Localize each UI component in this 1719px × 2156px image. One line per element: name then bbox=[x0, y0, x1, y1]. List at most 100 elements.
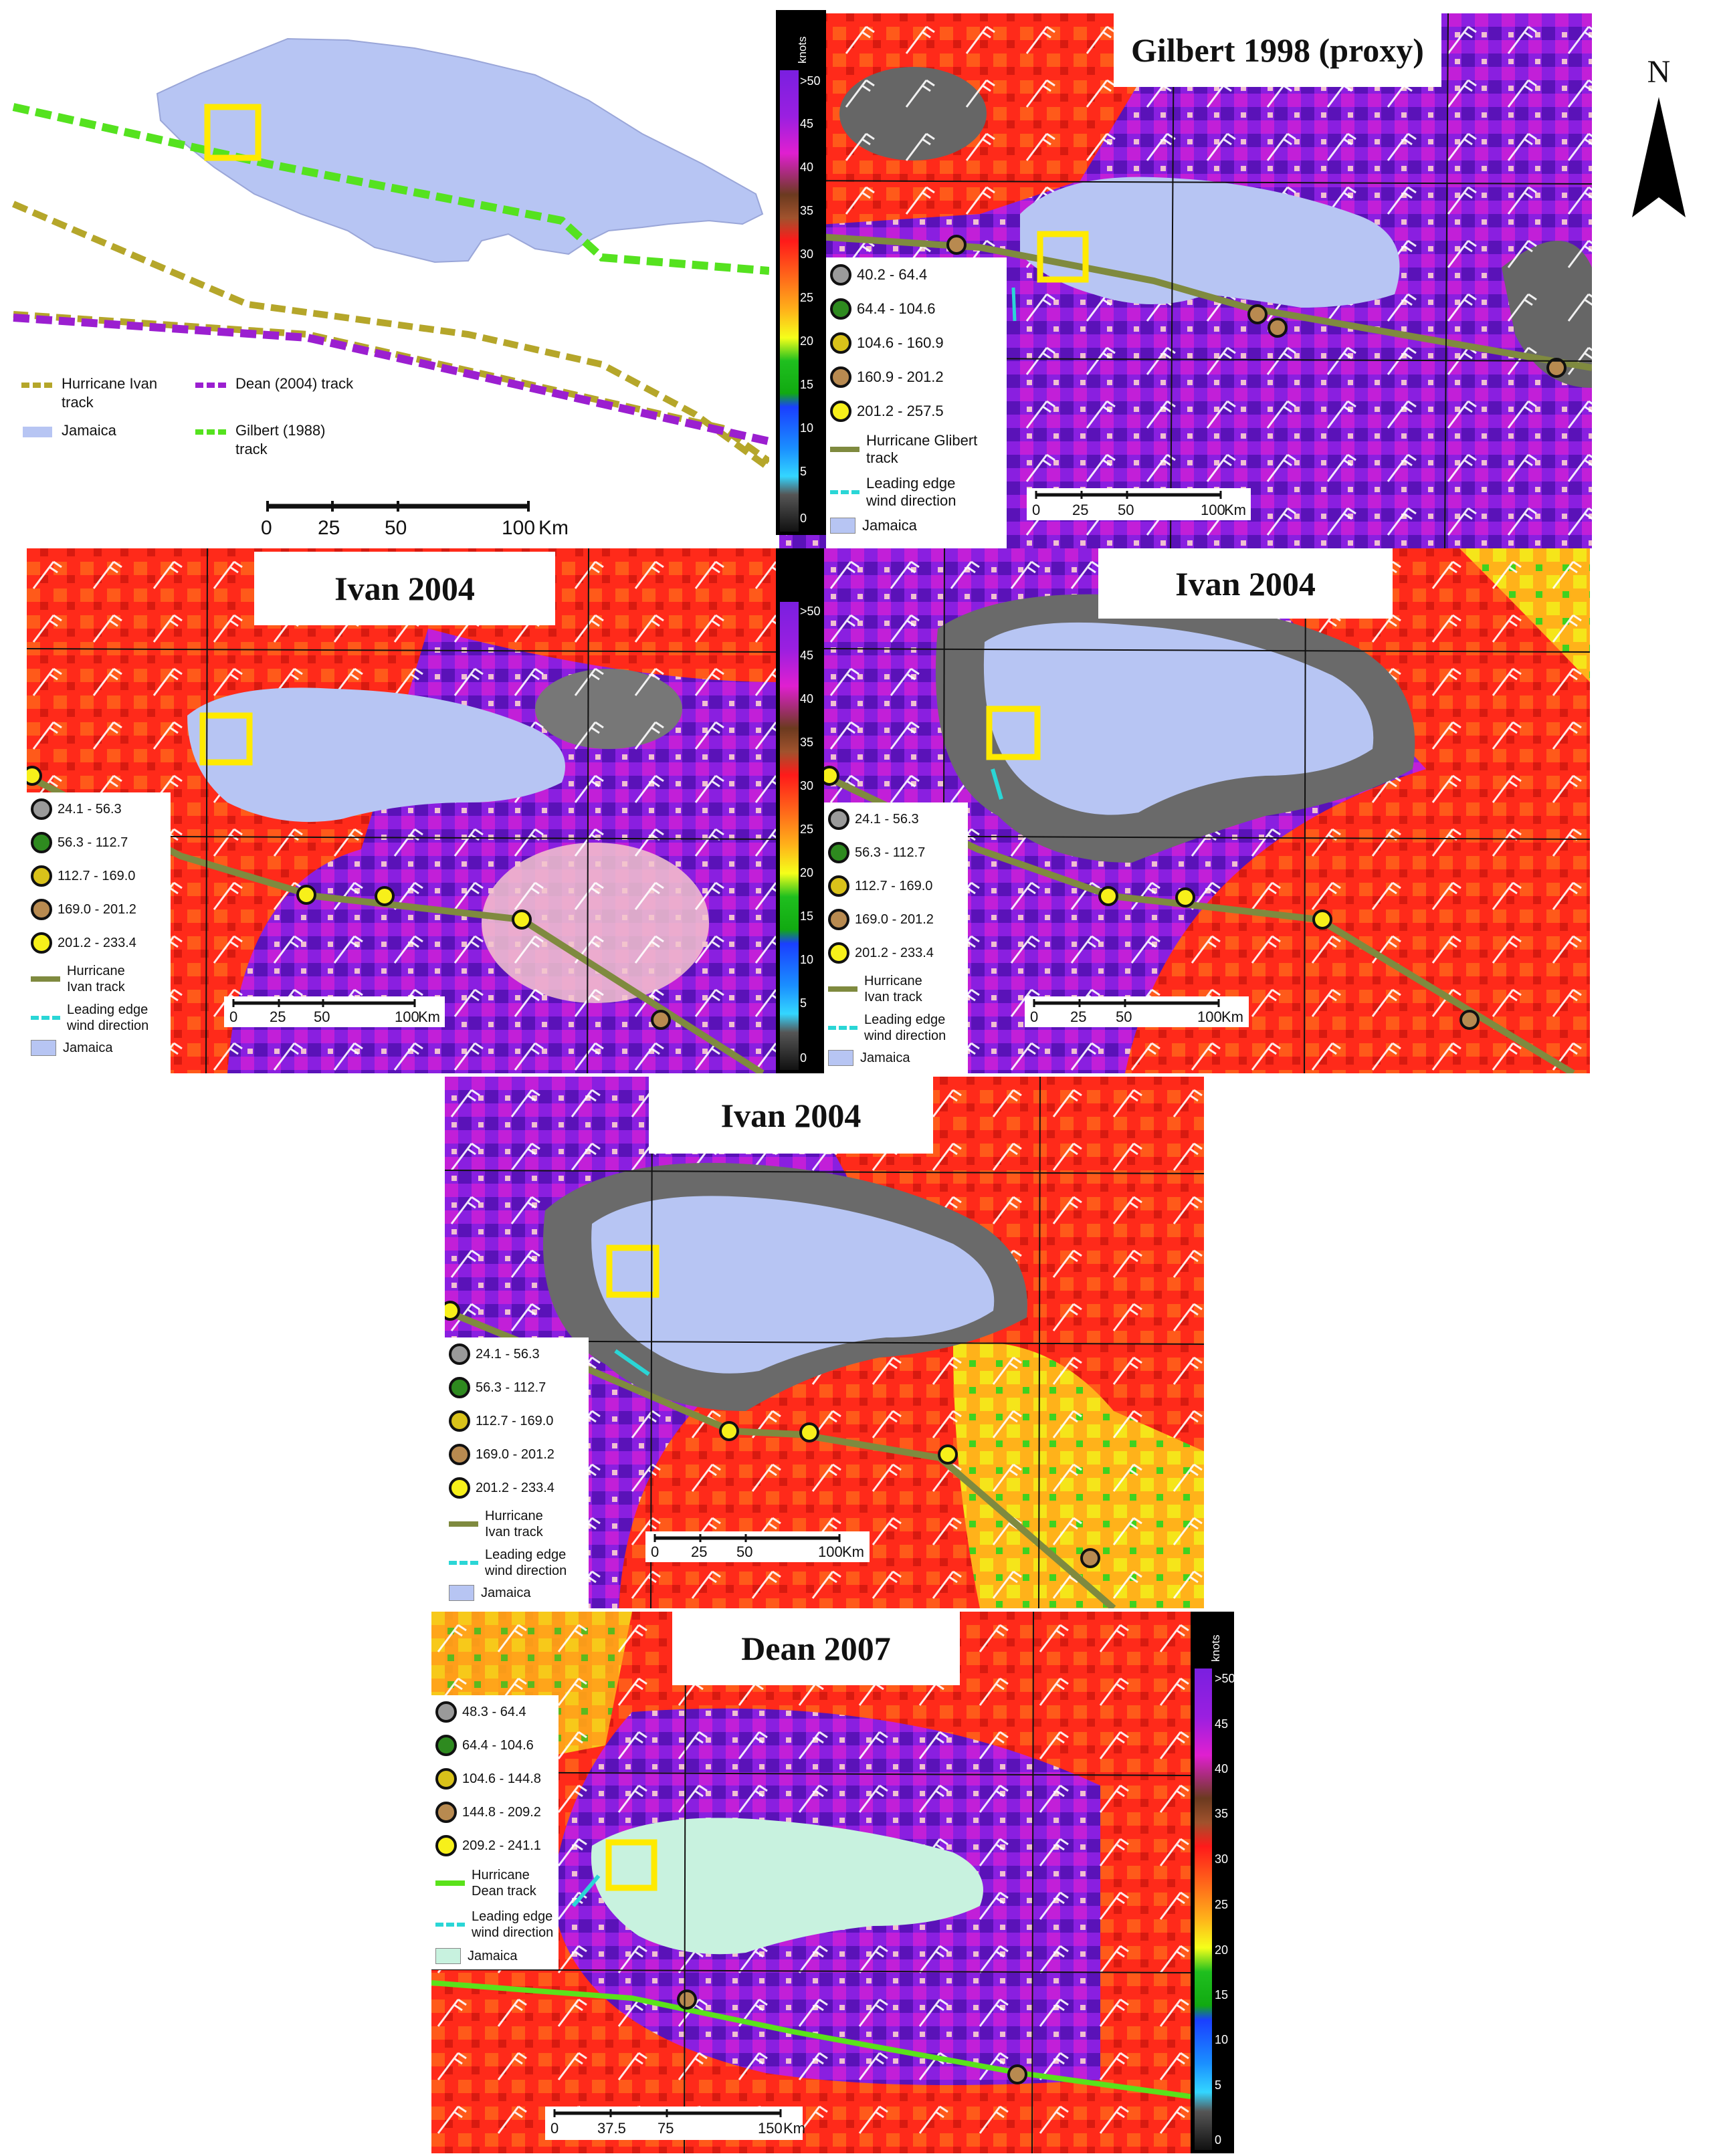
hurricane-track bbox=[431, 1980, 1191, 2099]
track-swatch bbox=[31, 976, 60, 982]
colorbar-label: 40 bbox=[1215, 1762, 1229, 1775]
study-area-box bbox=[199, 712, 253, 766]
colorbar-label: 35 bbox=[800, 736, 814, 749]
legend-row: 209.2 - 241.1 bbox=[431, 1829, 559, 1862]
colorbar-label: 20 bbox=[800, 334, 814, 348]
legend-row: 64.4 - 104.6 bbox=[826, 292, 1007, 326]
scale-bar-graphic bbox=[1035, 491, 1222, 499]
jamaica-landmass bbox=[187, 687, 565, 823]
legend-row: 169.0 - 201.2 bbox=[445, 1438, 589, 1471]
colorbar-label: >50 bbox=[800, 605, 821, 618]
legend-dot bbox=[435, 1735, 457, 1756]
dean-track-line bbox=[13, 314, 769, 445]
legend-row: 104.6 - 160.9 bbox=[826, 326, 1007, 360]
legend-dot bbox=[828, 842, 849, 863]
legend-dot bbox=[830, 263, 851, 286]
colorbar-label: 0 bbox=[800, 512, 807, 525]
legend-wind-label: Leading edge wind direction bbox=[67, 1002, 149, 1033]
colorbar-label: 15 bbox=[1215, 1988, 1229, 2002]
overview-legend-gilbert: Gilbert (1988) track bbox=[194, 421, 355, 459]
legend-label: 144.8 - 209.2 bbox=[462, 1804, 541, 1820]
jamaica-swatch bbox=[435, 1948, 461, 1964]
overview-scale-tick-0: 0 bbox=[261, 517, 272, 539]
colorbar-middle: >50 45 40 35 30 25 20 15 10 5 0 bbox=[776, 548, 824, 1073]
legend-label: 112.7 - 169.0 bbox=[58, 868, 136, 883]
legend-dot bbox=[435, 1768, 457, 1790]
colorbar-label: 20 bbox=[1215, 1943, 1229, 1957]
legend-row: 201.2 - 233.4 bbox=[27, 926, 171, 960]
legend-row: 64.4 - 104.6 bbox=[431, 1729, 559, 1762]
legend-row: 24.1 - 56.3 bbox=[824, 802, 968, 836]
legend-label: 201.2 - 233.4 bbox=[476, 1480, 554, 1495]
scale-tick: 0 bbox=[1032, 502, 1041, 518]
legend-dot bbox=[449, 1377, 470, 1398]
legend-row: Hurricane Ivan track bbox=[27, 960, 171, 998]
legend-row: 48.3 - 64.4 bbox=[431, 1695, 559, 1729]
wind-arrow-icon bbox=[435, 1923, 465, 1927]
study-area-box bbox=[1037, 231, 1089, 283]
colorbar-label: 30 bbox=[1215, 1852, 1229, 1866]
legend-track-label: Hurricane Glibert track bbox=[866, 432, 978, 466]
legend-dot bbox=[449, 1477, 470, 1499]
dean-track-symbol bbox=[195, 383, 227, 388]
overview-legend-gilbert-label: Gilbert (1988) track bbox=[235, 422, 326, 457]
overview-map: Hurricane Ivan track Dean (2004) track J… bbox=[0, 0, 769, 548]
scale-tick: 37.5 bbox=[597, 2120, 626, 2137]
legend-wind-label: Leading edge wind direction bbox=[864, 1012, 946, 1043]
scale-tick: 75 bbox=[658, 2120, 674, 2137]
legend-label: 64.4 - 104.6 bbox=[857, 300, 936, 317]
legend-dot bbox=[435, 1802, 457, 1823]
legend-row: 56.3 - 112.7 bbox=[824, 836, 968, 869]
panel-title: Ivan 2004 bbox=[254, 552, 555, 625]
panel-title: Ivan 2004 bbox=[649, 1077, 933, 1154]
overview-legend-dean: Dean (2004) track bbox=[194, 374, 355, 393]
legend-row: Jamaica bbox=[27, 1037, 171, 1059]
legend-dot bbox=[830, 298, 851, 320]
colorbar-graphic bbox=[776, 548, 824, 1073]
legend-row: Leading edge wind direction bbox=[824, 1008, 968, 1047]
legend-land-label: Jamaica bbox=[63, 1040, 113, 1055]
wind-arrow-icon bbox=[449, 1561, 478, 1565]
legend-row: Leading edge wind direction bbox=[826, 471, 1007, 514]
legend-row: 144.8 - 209.2 bbox=[431, 1796, 559, 1829]
overview-scale-tick-1: 25 bbox=[318, 517, 340, 539]
legend-row: Hurricane Ivan track bbox=[824, 970, 968, 1008]
legend-dot bbox=[31, 932, 52, 954]
legend-dot bbox=[31, 899, 52, 920]
legend-dot bbox=[830, 366, 851, 388]
colorbar-label: 15 bbox=[800, 909, 814, 923]
colorbar-label: 30 bbox=[800, 247, 814, 261]
scale-tick: 50 bbox=[1116, 1008, 1132, 1025]
panel-legend: 48.3 - 64.4 64.4 - 104.6 104.6 - 144.8 1… bbox=[431, 1695, 559, 1969]
wind-arrow-icon bbox=[31, 1016, 60, 1020]
colorbar-label: 10 bbox=[800, 953, 814, 966]
legend-row: 169.0 - 201.2 bbox=[824, 903, 968, 936]
colorbar-label: 25 bbox=[800, 291, 814, 304]
jamaica-landmass bbox=[591, 1818, 983, 1955]
legend-label: 201.2 - 233.4 bbox=[58, 935, 136, 950]
legend-row: 112.7 - 169.0 bbox=[824, 869, 968, 903]
legend-row: 169.0 - 201.2 bbox=[27, 893, 171, 926]
map-panel-gilbert: Gilbert 1998 (proxy) 40.2 - 64.4 64.4 - … bbox=[779, 13, 1592, 548]
north-arrow-label: N bbox=[1647, 54, 1671, 90]
legend-row: Jamaica bbox=[826, 514, 1007, 538]
legend-row: Hurricane Glibert track bbox=[826, 428, 1007, 471]
colorbar-label: >50 bbox=[1215, 1672, 1235, 1685]
legend-dot bbox=[31, 865, 52, 887]
overview-scale-tick-3: 100 bbox=[502, 517, 536, 539]
colorbar-label: 10 bbox=[1215, 2033, 1229, 2046]
scale-unit: Km bbox=[1221, 1008, 1243, 1025]
legend-track-label: Hurricane Ivan track bbox=[485, 1509, 543, 1539]
scale-bar: 0 37.5 75 150 Km bbox=[545, 2107, 805, 2140]
jamaica-swatch bbox=[31, 1040, 56, 1056]
legend-land-label: Jamaica bbox=[468, 1948, 518, 1963]
legend-label: 40.2 - 64.4 bbox=[857, 265, 928, 283]
scale-unit: Km bbox=[418, 1008, 440, 1025]
colorbar-bottom: knots >50 45 40 35 30 25 20 15 10 5 0 bbox=[1191, 1612, 1235, 2153]
legend-label: 56.3 - 112.7 bbox=[855, 845, 926, 860]
overview-legend-jamaica: Jamaica bbox=[20, 421, 187, 440]
colorbar-label: 35 bbox=[800, 204, 814, 217]
ivan-track-line-a bbox=[12, 201, 769, 471]
map-panel-dean: Dean 2007 48.3 - 64.4 64.4 - 104.6 104.6… bbox=[431, 1612, 1191, 2153]
overview-scale-bar: 0 25 50 100 Km bbox=[261, 498, 575, 539]
